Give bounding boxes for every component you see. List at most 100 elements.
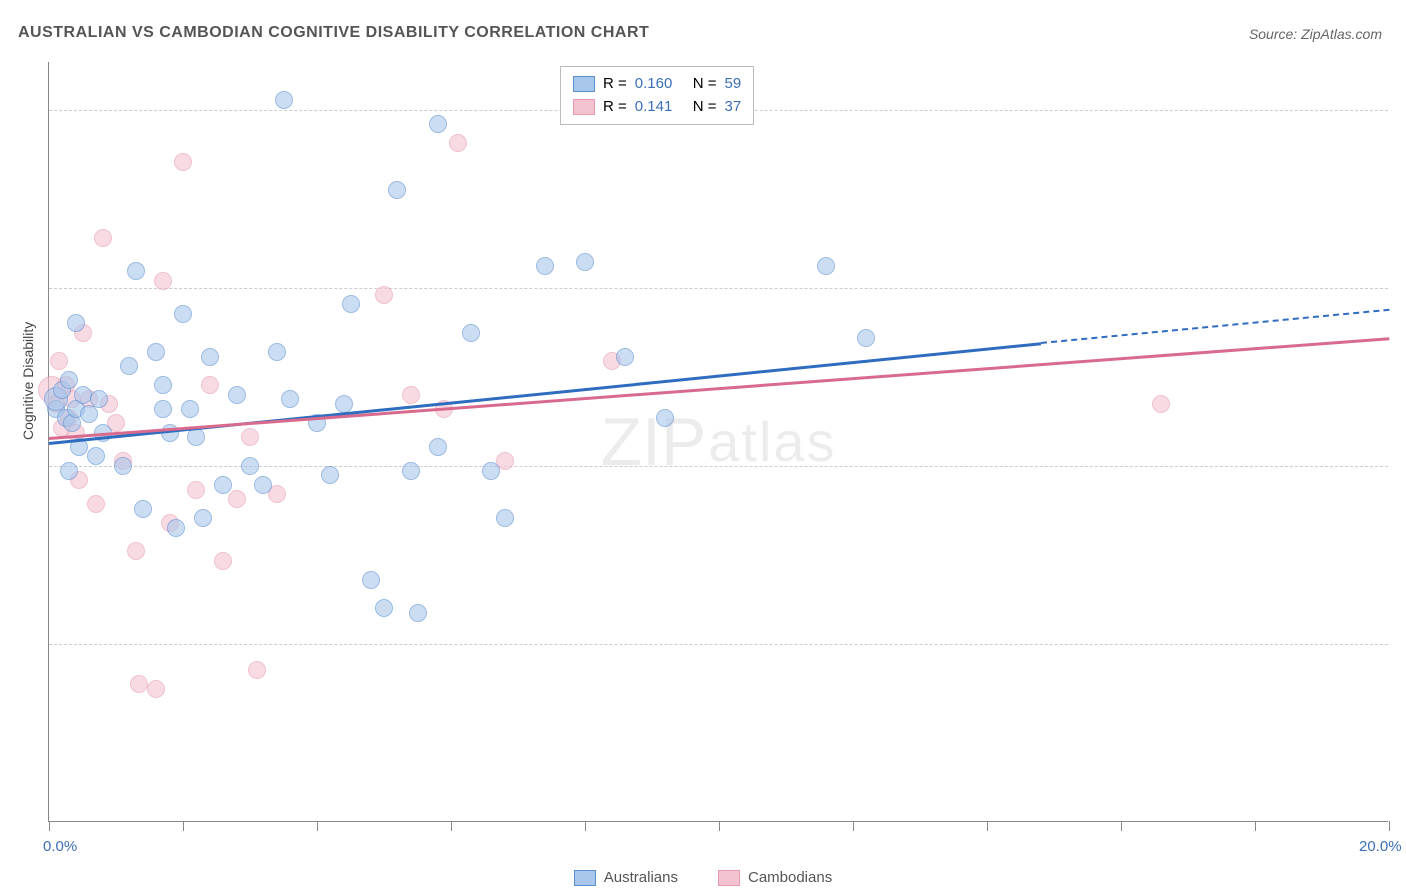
data-point — [402, 386, 420, 404]
data-point — [94, 229, 112, 247]
data-point — [67, 314, 85, 332]
data-point — [576, 253, 594, 271]
x-tick — [853, 821, 854, 831]
gridline — [49, 644, 1388, 645]
legend-row-cambodians: R = 0.141 N = 37 — [573, 96, 741, 119]
watermark-atlas: atlas — [708, 409, 836, 474]
data-point — [201, 376, 219, 394]
data-point — [857, 329, 875, 347]
data-point — [429, 438, 447, 456]
data-point — [127, 542, 145, 560]
data-point — [228, 386, 246, 404]
data-point — [127, 262, 145, 280]
data-point — [656, 409, 674, 427]
swatch-australians — [573, 76, 595, 92]
x-tick — [585, 821, 586, 831]
data-point — [482, 462, 500, 480]
data-point — [1152, 395, 1170, 413]
n-value-cambodians: 37 — [725, 96, 742, 119]
legend-label-cambodians: Cambodians — [748, 869, 832, 886]
data-point — [275, 91, 293, 109]
watermark-zip: ZIP — [600, 403, 706, 481]
y-axis-label: Cognitive Disability — [20, 322, 36, 440]
series-legend: Australians Cambodians — [0, 869, 1406, 886]
data-point — [375, 599, 393, 617]
gridline — [49, 288, 1388, 289]
data-point — [268, 343, 286, 361]
data-point — [174, 153, 192, 171]
x-tick — [1389, 821, 1390, 831]
data-point — [90, 390, 108, 408]
source-attribution: Source: ZipAtlas.com — [1249, 26, 1382, 42]
data-point — [147, 343, 165, 361]
x-tick — [719, 821, 720, 831]
x-tick-label: 0.0% — [43, 838, 77, 855]
data-point — [174, 305, 192, 323]
data-point — [335, 395, 353, 413]
data-point — [134, 500, 152, 518]
x-tick-label: 20.0% — [1359, 838, 1402, 855]
data-point — [536, 257, 554, 275]
x-tick — [183, 821, 184, 831]
data-point — [60, 371, 78, 389]
data-point — [87, 447, 105, 465]
correlation-legend: R = 0.160 N = 59 R = 0.141 N = 37 — [560, 66, 754, 125]
x-tick — [1255, 821, 1256, 831]
chart-title: AUSTRALIAN VS CAMBODIAN COGNITIVE DISABI… — [18, 24, 649, 42]
data-point — [187, 428, 205, 446]
data-point — [241, 457, 259, 475]
legend-item-cambodians: Cambodians — [718, 869, 832, 886]
trend-line — [49, 342, 1041, 445]
x-tick — [317, 821, 318, 831]
data-point — [817, 257, 835, 275]
swatch-australians-icon — [574, 870, 596, 886]
watermark: ZIPatlas — [600, 403, 836, 481]
x-tick — [1121, 821, 1122, 831]
r-value-australians: 0.160 — [635, 73, 685, 96]
trend-line — [1040, 309, 1389, 344]
data-point — [248, 661, 266, 679]
data-point — [616, 348, 634, 366]
data-point — [321, 466, 339, 484]
legend-row-australians: R = 0.160 N = 59 — [573, 73, 741, 96]
n-value-australians: 59 — [725, 73, 742, 96]
data-point — [130, 675, 148, 693]
legend-item-australians: Australians — [574, 869, 678, 886]
data-point — [60, 462, 78, 480]
data-point — [281, 390, 299, 408]
scatter-plot: ZIPatlas 7.5%15.0%22.5%30.0%0.0%20.0% — [48, 62, 1388, 822]
data-point — [342, 295, 360, 313]
data-point — [154, 376, 172, 394]
data-point — [241, 428, 259, 446]
data-point — [402, 462, 420, 480]
data-point — [388, 181, 406, 199]
data-point — [167, 519, 185, 537]
data-point — [154, 400, 172, 418]
data-point — [375, 286, 393, 304]
data-point — [74, 386, 92, 404]
data-point — [194, 509, 212, 527]
data-point — [228, 490, 246, 508]
r-value-cambodians: 0.141 — [635, 96, 685, 119]
data-point — [254, 476, 272, 494]
data-point — [181, 400, 199, 418]
data-point — [114, 457, 132, 475]
x-tick — [987, 821, 988, 831]
data-point — [201, 348, 219, 366]
swatch-cambodians — [573, 99, 595, 115]
data-point — [496, 509, 514, 527]
data-point — [449, 134, 467, 152]
data-point — [462, 324, 480, 342]
data-point — [187, 481, 205, 499]
data-point — [120, 357, 138, 375]
data-point — [87, 495, 105, 513]
data-point — [214, 552, 232, 570]
data-point — [409, 604, 427, 622]
swatch-cambodians-icon — [718, 870, 740, 886]
data-point — [147, 680, 165, 698]
data-point — [154, 272, 172, 290]
data-point — [214, 476, 232, 494]
x-tick — [451, 821, 452, 831]
data-point — [429, 115, 447, 133]
legend-label-australians: Australians — [604, 869, 678, 886]
